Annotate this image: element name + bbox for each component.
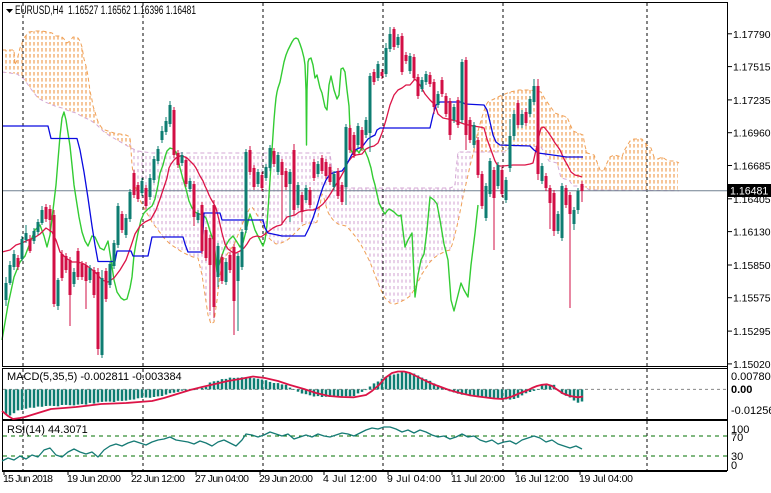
svg-text:0.00: 0.00 bbox=[731, 384, 752, 396]
svg-text:9 Jul 04:00: 9 Jul 04:00 bbox=[387, 473, 441, 485]
svg-text:RSI(14) 44.3071: RSI(14) 44.3071 bbox=[7, 424, 88, 436]
svg-text:70: 70 bbox=[731, 432, 743, 444]
svg-text:1.17515: 1.17515 bbox=[733, 63, 771, 74]
svg-text:1.16481: 1.16481 bbox=[730, 186, 768, 198]
svg-text:100: 100 bbox=[731, 424, 749, 436]
svg-text:1.17790: 1.17790 bbox=[733, 30, 771, 41]
svg-text:19 Jul 04:00: 19 Jul 04:00 bbox=[579, 473, 633, 485]
svg-text:1.16685: 1.16685 bbox=[733, 162, 771, 173]
svg-text:1.16405: 1.16405 bbox=[733, 195, 771, 206]
svg-text:1.15020: 1.15020 bbox=[733, 360, 771, 371]
svg-text:1.15295: 1.15295 bbox=[733, 327, 771, 338]
svg-text:-0.012566: -0.012566 bbox=[731, 405, 771, 417]
svg-text:1.16960: 1.16960 bbox=[733, 129, 771, 140]
svg-text:0.007804: 0.007804 bbox=[731, 371, 771, 383]
svg-text:1.15850: 1.15850 bbox=[733, 261, 771, 272]
svg-text:1.16130: 1.16130 bbox=[733, 228, 771, 239]
svg-text:30: 30 bbox=[731, 451, 743, 463]
svg-text:1.17235: 1.17235 bbox=[733, 96, 771, 107]
svg-text:EURUSD,H4 1.16527 1.16562 1.1: EURUSD,H4 1.16527 1.16562 1.16396 1.1648… bbox=[15, 5, 196, 17]
svg-text:11 Jul 20:00: 11 Jul 20:00 bbox=[451, 473, 505, 485]
svg-text:27 Jun 04:00: 27 Jun 04:00 bbox=[195, 473, 249, 485]
svg-text:4 Jul 12:00: 4 Jul 12:00 bbox=[323, 473, 377, 485]
svg-text:MACD(5,35,5) -0.002811 -0.0033: MACD(5,35,5) -0.002811 -0.003384 bbox=[7, 371, 182, 383]
svg-text:29 Jun 20:00: 29 Jun 20:00 bbox=[259, 473, 313, 485]
svg-text:19 Jun 20:00: 19 Jun 20:00 bbox=[67, 473, 121, 485]
svg-text:0: 0 bbox=[731, 460, 737, 472]
svg-text:16 Jul 12:00: 16 Jul 12:00 bbox=[515, 473, 569, 485]
svg-text:22 Jun 12:00: 22 Jun 12:00 bbox=[131, 473, 185, 485]
svg-text:15 Jun 2018: 15 Jun 2018 bbox=[3, 473, 53, 485]
svg-text:1.15575: 1.15575 bbox=[733, 294, 771, 305]
